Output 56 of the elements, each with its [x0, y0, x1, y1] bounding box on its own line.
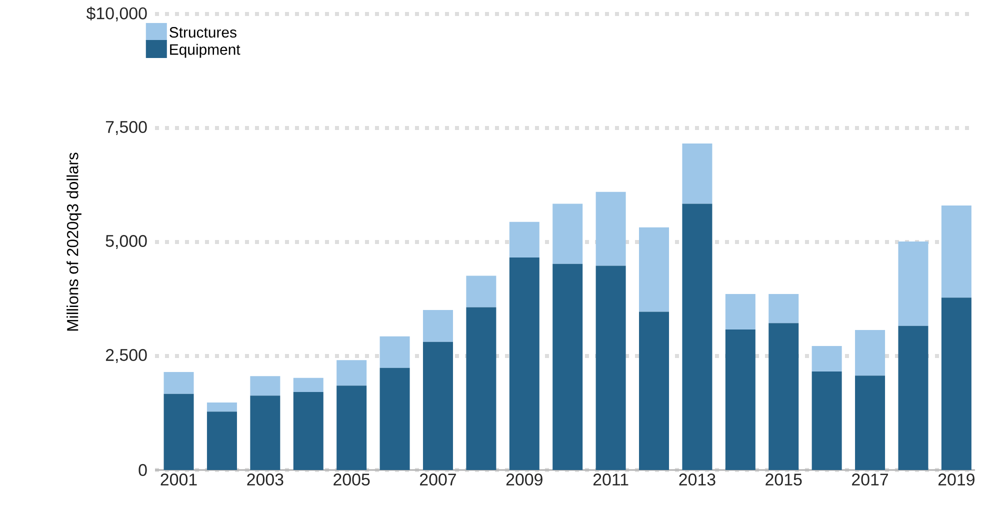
legend-label: Structures	[170, 27, 236, 38]
bar	[250, 376, 280, 396]
bar	[206, 402, 237, 412]
bar	[293, 378, 324, 392]
bar	[509, 258, 540, 470]
bar	[812, 346, 842, 372]
bar	[725, 330, 756, 470]
bar	[768, 294, 799, 324]
y-axis-title: Millions of 2020q3 dollars	[66, 152, 82, 331]
bar	[941, 206, 972, 298]
bar	[898, 242, 928, 326]
x-tick-label: 2005	[334, 474, 370, 486]
bar	[466, 276, 496, 308]
bar	[164, 394, 194, 470]
bar	[855, 330, 886, 376]
bar	[552, 204, 583, 264]
x-tick-label: 2013	[679, 474, 716, 486]
x-tick-label: 2009	[506, 474, 542, 486]
y-tick-label: 0	[138, 464, 147, 476]
x-tick-label: 2003	[247, 474, 284, 486]
bar	[855, 376, 886, 470]
bar	[250, 396, 280, 470]
bar	[206, 412, 237, 470]
y-tick-label: $10,000	[86, 6, 147, 22]
bar	[596, 266, 626, 470]
bar	[293, 392, 324, 470]
bar	[768, 323, 799, 470]
bar	[336, 386, 367, 470]
bar	[380, 336, 410, 368]
x-tick-label: 2015	[766, 474, 802, 486]
bar	[725, 294, 756, 330]
bar	[552, 264, 583, 470]
y-tick-label: 7,500	[106, 121, 147, 135]
bar	[812, 372, 842, 470]
y-tick-label: 5,000	[106, 235, 147, 249]
bar	[164, 372, 194, 394]
x-tick-label: 2019	[938, 474, 974, 486]
bar	[898, 326, 928, 470]
bar	[639, 312, 670, 470]
bar	[682, 144, 712, 204]
bar	[336, 360, 367, 386]
bar	[639, 227, 670, 312]
x-tick-label: 2007	[420, 474, 456, 486]
bar	[422, 342, 453, 470]
bar	[509, 222, 540, 258]
bar	[682, 204, 712, 470]
y-tick-label: 2,500	[106, 349, 147, 363]
bar	[596, 192, 626, 266]
x-tick-label: 2017	[852, 474, 888, 486]
bar	[380, 368, 410, 470]
x-tick-label: 2011	[593, 474, 628, 486]
bar	[466, 307, 496, 470]
bar	[941, 298, 972, 470]
bar	[422, 310, 453, 342]
legend-label: Equipment	[170, 44, 240, 58]
x-tick-label: 2001	[160, 474, 197, 486]
